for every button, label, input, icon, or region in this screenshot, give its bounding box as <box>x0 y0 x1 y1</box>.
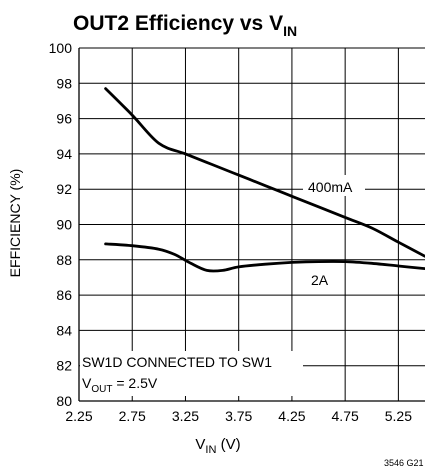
x-tick-label: 3.75 <box>225 408 252 424</box>
y-tick-label: 88 <box>56 252 72 268</box>
x-tick-label: 5.25 <box>385 408 412 424</box>
y-tick-label: 100 <box>49 40 73 56</box>
series-label-2a: 2A <box>311 272 329 288</box>
chart-title: OUT2 Efficiency vs VIN <box>73 12 297 39</box>
grid <box>78 47 425 402</box>
y-tick-label: 86 <box>56 287 72 303</box>
x-axis-ticks: 2.25 2.75 3.25 3.75 4.25 4.75 5.25 <box>65 408 412 424</box>
y-axis-ticks: 80 82 84 86 88 90 92 94 96 98 100 <box>49 40 73 409</box>
y-tick-label: 92 <box>56 181 72 197</box>
x-axis-label: VIN (V) <box>195 436 240 456</box>
label-2a-mask <box>307 268 335 288</box>
x-tick-label: 4.25 <box>278 408 305 424</box>
y-tick-label: 90 <box>56 217 72 233</box>
annotation-line2: VOUT = 2.5V <box>82 375 158 395</box>
x-tick-label: 2.75 <box>119 408 146 424</box>
y-tick-label: 94 <box>56 146 72 162</box>
series-lines <box>104 87 425 273</box>
series-line-0 <box>104 87 425 258</box>
y-tick-label: 80 <box>56 393 72 409</box>
y-tick-label: 84 <box>56 322 72 338</box>
annotation-line1: SW1D CONNECTED TO SW1 <box>82 354 272 370</box>
y-tick-label: 98 <box>56 75 72 91</box>
series-label-400ma: 400mA <box>308 179 353 195</box>
figure-code: 3546 G21 <box>384 458 424 468</box>
x-tick-label: 3.25 <box>172 408 199 424</box>
annotation-mask <box>80 351 303 396</box>
label-400ma-mask <box>303 175 365 196</box>
x-tick-label: 2.25 <box>65 408 92 424</box>
y-axis-label: EFFICIENCY (%) <box>7 169 23 278</box>
y-tick-label: 82 <box>56 358 72 374</box>
x-tick-label: 4.75 <box>332 408 359 424</box>
chart-title-subscript: IN <box>283 23 297 39</box>
series-line-1 <box>104 242 425 273</box>
y-tick-label: 96 <box>56 111 72 127</box>
